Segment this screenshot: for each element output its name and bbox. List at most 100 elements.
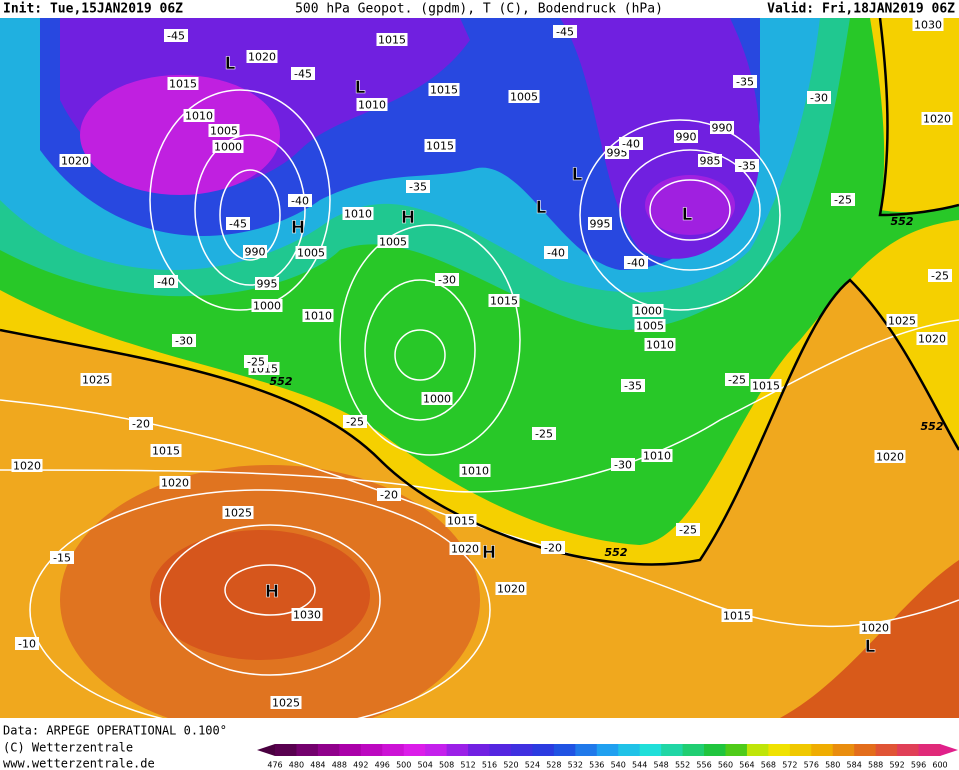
height-label: 552 xyxy=(270,375,293,388)
isobar-label-box xyxy=(376,33,408,46)
isobar-label-box xyxy=(428,83,460,96)
temperature-label: -40 xyxy=(627,257,645,270)
colorbar-label: 508 xyxy=(439,761,454,770)
temp-field xyxy=(80,75,280,195)
isobar-label: 1020 xyxy=(161,477,189,490)
temperature-label-box xyxy=(172,334,196,347)
isobar-label-box xyxy=(291,608,323,621)
colorbar-label: 500 xyxy=(396,761,411,770)
temperature-label: -20 xyxy=(380,489,398,502)
temperature-label-box xyxy=(553,25,577,38)
colorbar-label: 592 xyxy=(889,761,904,770)
temperature-label: -25 xyxy=(247,356,265,369)
temperature-label: -20 xyxy=(132,418,150,431)
colorbar-label: 564 xyxy=(739,761,754,770)
isobar-label: 1000 xyxy=(423,393,451,406)
colorbar-label: 596 xyxy=(911,761,926,770)
pressure-center: L xyxy=(355,78,366,98)
isobar-label: 1020 xyxy=(13,460,41,473)
temperature-label-box xyxy=(226,217,250,230)
isobar-label-box xyxy=(222,506,254,519)
isobar-label-box xyxy=(11,459,43,472)
isobar-label: 1015 xyxy=(426,140,454,153)
colorbar-swatch xyxy=(575,744,598,756)
pressure-center: H xyxy=(265,582,279,602)
colorbar-label: 576 xyxy=(804,761,819,770)
isobar-label-box xyxy=(750,379,782,392)
temperature-label-box xyxy=(807,91,831,104)
colorbar-swatch xyxy=(553,744,576,756)
isobar-label: 1000 xyxy=(634,305,662,318)
isobar-label: 1020 xyxy=(923,113,951,126)
temperature-label: -35 xyxy=(409,181,427,194)
temperature-label: -10 xyxy=(18,638,36,651)
temperature-label: -40 xyxy=(291,195,309,208)
isobar-label: 1005 xyxy=(379,236,407,249)
isobar-label-box xyxy=(356,98,388,111)
temperature-label: -25 xyxy=(834,194,852,207)
isobar-label: 1020 xyxy=(918,333,946,346)
isobar-label-box xyxy=(588,217,612,230)
isobar-label: 1025 xyxy=(224,507,252,520)
temperature-label-box xyxy=(725,373,749,386)
colorbar-label: 536 xyxy=(589,761,604,770)
temperature-label: -35 xyxy=(736,76,754,89)
isobar-label-box xyxy=(916,332,948,345)
isobar-label: 990 xyxy=(676,131,697,144)
temperature-label: -45 xyxy=(167,30,185,43)
temperature-label-box xyxy=(129,417,153,430)
temperature-label: -40 xyxy=(547,247,565,260)
isobar-label-box xyxy=(270,696,302,709)
isobar-label: 1015 xyxy=(378,34,406,47)
colorbar-label: 496 xyxy=(375,761,390,770)
init-time: Init: Tue,15JAN2019 06Z xyxy=(3,2,183,17)
temperature-label-box xyxy=(532,427,556,440)
colorbar-label: 580 xyxy=(825,761,840,770)
isobar-label-box xyxy=(495,582,527,595)
colorbar-label: 516 xyxy=(482,761,497,770)
isobar-label: 1005 xyxy=(636,320,664,333)
temperature-label-box xyxy=(831,193,855,206)
isobar-label: 1005 xyxy=(297,247,325,260)
colorbar-swatch xyxy=(746,744,769,756)
height-label: 552 xyxy=(605,546,628,559)
temperature-label-box xyxy=(154,275,178,288)
isobar-label: 1010 xyxy=(358,99,386,112)
isobar-label: 1025 xyxy=(82,374,110,387)
colorbar-swatch xyxy=(489,744,512,756)
temperature-label: -30 xyxy=(810,92,828,105)
contour-552 xyxy=(0,278,959,566)
colorbar-label: 548 xyxy=(653,761,668,770)
colorbar-swatch xyxy=(317,744,340,756)
temperature-label: -30 xyxy=(438,274,456,287)
isobar-label: 1015 xyxy=(752,380,780,393)
isobar-label: 1010 xyxy=(643,450,671,463)
colorbar-label: 480 xyxy=(289,761,304,770)
isobar-label-box xyxy=(921,112,953,125)
isobar-label-box xyxy=(80,373,112,386)
colorbar-swatch xyxy=(339,744,362,756)
colorbar-label: 560 xyxy=(718,761,733,770)
colorbar-label: 476 xyxy=(267,761,282,770)
colorbar-swatch xyxy=(725,744,748,756)
isobar-label-box xyxy=(243,245,267,258)
temp-field xyxy=(645,175,735,235)
pressure-center: L xyxy=(572,165,583,185)
isobar-label-box xyxy=(342,207,374,220)
temperature-label-box xyxy=(619,137,643,150)
isobar-label: 1030 xyxy=(293,609,321,622)
temperature-label-box xyxy=(288,194,312,207)
colorbar-swatch xyxy=(789,744,812,756)
colorbar-swatch xyxy=(897,744,920,756)
temperature-label: -40 xyxy=(157,276,175,289)
copyright: (C) Wetterzentrale xyxy=(3,741,133,755)
colorbar-swatch xyxy=(832,744,855,756)
colorbar-swatch xyxy=(275,744,297,756)
colorbar-label: 600 xyxy=(932,761,947,770)
isobar-label: 1000 xyxy=(214,141,242,154)
colorbar-swatch xyxy=(661,744,684,756)
temperature-label-box xyxy=(621,379,645,392)
isobar-label: 990 xyxy=(245,246,266,259)
colorbar-label: 504 xyxy=(418,761,433,770)
